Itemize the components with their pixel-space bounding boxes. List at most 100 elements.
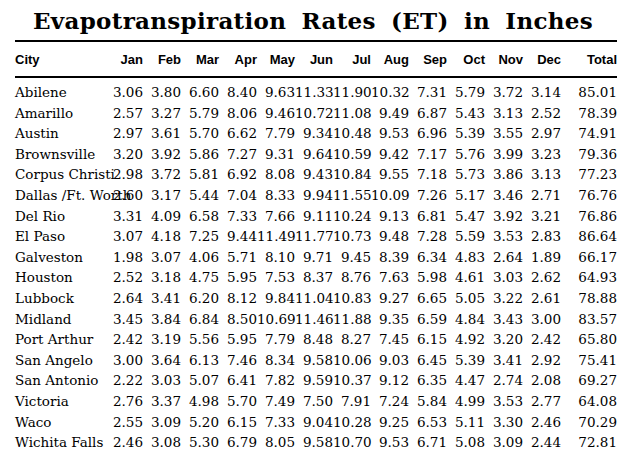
value-cell: 3.53 [485,226,523,247]
value-cell: 3.31 [105,205,143,226]
total-cell: 64.93 [561,267,617,288]
value-cell: 10.72 [295,102,333,123]
value-cell: 7.91 [333,391,371,412]
value-cell: 6.96 [409,123,447,144]
value-cell: 11.33 [295,77,333,102]
value-cell: 7.79 [257,329,295,350]
value-cell: 2.61 [523,288,561,309]
value-cell: 4.18 [143,226,181,247]
value-cell: 3.14 [523,77,561,102]
value-cell: 2.76 [105,391,143,412]
value-cell: 1.89 [523,246,561,267]
value-cell: 5.70 [219,391,257,412]
value-cell: 5.47 [447,205,485,226]
value-cell: 6.62 [219,123,257,144]
value-cell: 6.92 [219,164,257,185]
value-cell: 9.25 [371,411,409,432]
value-cell: 5.07 [181,370,219,391]
value-cell: 7.49 [257,391,295,412]
value-cell: 5.73 [447,164,485,185]
value-cell: 3.13 [523,164,561,185]
column-header-jun: Jun [295,41,333,77]
value-cell: 7.63 [371,267,409,288]
value-cell: 4.47 [447,370,485,391]
value-cell: 9.48 [371,226,409,247]
value-cell: 8.06 [219,102,257,123]
column-header-aug: Aug [371,41,409,77]
total-cell: 69.27 [561,370,617,391]
total-cell: 65.80 [561,329,617,350]
value-cell: 9.64 [295,143,333,164]
city-cell: Midland [15,308,105,329]
value-cell: 9.46 [257,102,295,123]
value-cell: 4.92 [447,329,485,350]
value-cell: 3.13 [485,102,523,123]
total-cell: 75.41 [561,349,617,370]
column-header-dec: Dec [523,41,561,77]
value-cell: 7.82 [257,370,295,391]
value-cell: 9.58 [295,349,333,370]
table-row: Dallas /Ft. Worth2.603.175.447.048.339.9… [15,185,617,206]
value-cell: 3.64 [143,349,181,370]
city-cell: San Antonio [15,370,105,391]
value-cell: 5.95 [219,329,257,350]
table-body: Abilene3.063.806.608.409.6311.3311.9010.… [15,77,617,452]
column-header-jul: Jul [333,41,371,77]
value-cell: 2.52 [105,267,143,288]
column-header-sep: Sep [409,41,447,77]
total-cell: 83.57 [561,308,617,329]
total-cell: 85.01 [561,77,617,102]
value-cell: 9.45 [333,246,371,267]
value-cell: 2.42 [105,329,143,350]
table-row: Amarillo2.573.275.798.069.4610.7211.089.… [15,102,617,123]
value-cell: 8.12 [219,288,257,309]
total-cell: 79.36 [561,143,617,164]
value-cell: 9.13 [371,205,409,226]
value-cell: 9.49 [371,102,409,123]
city-cell: Abilene [15,77,105,102]
total-cell: 77.23 [561,164,617,185]
column-header-mar: Mar [181,41,219,77]
column-header-oct: Oct [447,41,485,77]
value-cell: 7.04 [219,185,257,206]
value-cell: 11.04 [295,288,333,309]
value-cell: 9.04 [295,411,333,432]
value-cell: 7.28 [409,226,447,247]
column-header-may: May [257,41,295,77]
value-cell: 7.79 [257,123,295,144]
value-cell: 7.50 [295,391,333,412]
value-cell: 6.60 [181,77,219,102]
value-cell: 8.39 [371,246,409,267]
value-cell: 9.71 [295,246,333,267]
city-cell: Del Rio [15,205,105,226]
value-cell: 4.09 [143,205,181,226]
value-cell: 11.55 [333,185,371,206]
value-cell: 5.30 [181,432,219,453]
city-cell: Waco [15,411,105,432]
value-cell: 3.84 [143,308,181,329]
value-cell: 9.53 [371,123,409,144]
value-cell: 9.34 [295,123,333,144]
value-cell: 9.44 [219,226,257,247]
value-cell: 5.59 [447,226,485,247]
value-cell: 10.06 [333,349,371,370]
value-cell: 5.08 [447,432,485,453]
value-cell: 6.53 [409,411,447,432]
value-cell: 7.33 [257,411,295,432]
total-cell: 74.91 [561,123,617,144]
value-cell: 4.99 [447,391,485,412]
value-cell: 3.17 [143,185,181,206]
city-cell: Wichita Falls [15,432,105,453]
value-cell: 3.19 [143,329,181,350]
value-cell: 8.37 [295,267,333,288]
table-row: Victoria2.763.374.985.707.497.507.917.24… [15,391,617,412]
value-cell: 3.37 [143,391,181,412]
value-cell: 10.48 [333,123,371,144]
value-cell: 3.22 [485,288,523,309]
value-cell: 8.48 [295,329,333,350]
value-cell: 2.97 [523,123,561,144]
value-cell: 5.05 [447,288,485,309]
total-cell: 64.08 [561,391,617,412]
table-header: CityJanFebMarAprMayJunJulAugSepOctNovDec… [15,41,617,77]
value-cell: 2.74 [485,370,523,391]
